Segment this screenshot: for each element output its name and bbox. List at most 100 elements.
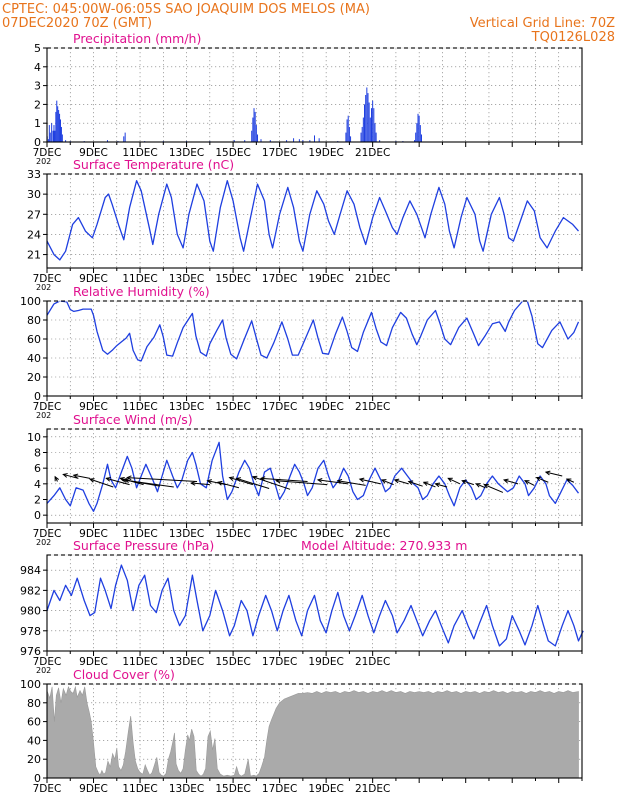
- surface-wind-ytick-label: 10: [27, 431, 41, 444]
- surface-wind-xtick-label: 7DEC: [33, 528, 62, 540]
- wind-arrow-head: [88, 478, 95, 483]
- wind-arrow-head: [126, 475, 132, 481]
- wind-arrow-head: [259, 476, 266, 482]
- relative-humidity-title: Relative Humidity (%): [73, 284, 210, 299]
- relative-humidity-ytick-label: 0: [34, 390, 41, 403]
- precipitation-xtick-label: 7DEC: [33, 147, 62, 159]
- precipitation-bar: [123, 136, 125, 142]
- relative-humidity-ytick-label: 40: [27, 352, 41, 365]
- precipitation-xtick-label: 15DEC: [215, 147, 250, 159]
- precipitation-bar: [372, 100, 374, 142]
- wind-arrow: [217, 481, 240, 489]
- surface-temperature-xtick-label: 13DEC: [169, 273, 204, 285]
- cloud-cover-ytick-label: 60: [27, 716, 41, 729]
- surface-temperature-xtick-label: 9DEC: [79, 273, 108, 285]
- precipitation-xtick-label: 11DEC: [122, 147, 157, 159]
- wind-arrow: [475, 483, 486, 489]
- precipitation-bar: [302, 140, 304, 142]
- surface-wind-ytick-label: 2: [34, 494, 41, 507]
- precipitation-bar: [369, 117, 371, 142]
- wind-arrow: [260, 477, 308, 482]
- wind-arrow: [73, 474, 91, 479]
- precipitation-bar: [233, 140, 235, 142]
- precipitation-panel: [43, 47, 583, 147]
- cloud-cover-title: Cloud Cover (%): [73, 667, 175, 682]
- wind-arrow-head: [475, 483, 481, 488]
- precipitation-title: Precipitation (mm/h): [73, 31, 201, 46]
- surface-pressure-panel: [43, 554, 584, 656]
- wind-arrow: [359, 478, 381, 485]
- precipitation-ytick-label: 0: [34, 136, 41, 149]
- surface-wind-title: Surface Wind (m/s): [73, 412, 193, 427]
- precipitation-bar: [286, 140, 288, 142]
- wind-arrow-head: [216, 480, 223, 486]
- wind-arrow-head: [535, 476, 542, 482]
- wind-arrow-head: [358, 477, 365, 483]
- surface-pressure-xtick-label: 15DEC: [215, 656, 250, 668]
- precipitation-bar: [318, 138, 320, 142]
- wind-arrow: [229, 477, 254, 486]
- precipitation-bar: [253, 108, 255, 142]
- surface-pressure-ytick-label: 982: [20, 584, 41, 597]
- surface-wind-xtick-label: 21DEC: [355, 528, 390, 540]
- wind-arrow-head: [380, 479, 387, 484]
- cloud-cover-xtick-label: 9DEC: [79, 783, 108, 795]
- precipitation-bar: [293, 138, 295, 142]
- relative-humidity-xtick-label: 9DEC: [79, 401, 108, 413]
- surface-pressure-xtick-label: 13DEC: [169, 656, 204, 668]
- wind-arrow: [63, 473, 79, 479]
- wind-arrow: [252, 476, 291, 490]
- precipitation-bar: [346, 119, 348, 142]
- surface-pressure-xtick-label: 19DEC: [308, 656, 343, 668]
- surface-wind-xtick-label: 15DEC: [215, 528, 250, 540]
- relative-humidity-line: [46, 300, 580, 362]
- relative-humidity-xtick-label: 15DEC: [215, 401, 250, 413]
- surface-pressure-ytick-label: 976: [20, 645, 41, 658]
- relative-humidity-ytick-label: 100: [20, 295, 41, 308]
- wind-arrow: [127, 477, 198, 482]
- cloud-cover-ytick-label: 0: [34, 772, 41, 785]
- wind-arrow-head: [105, 477, 111, 482]
- precipitation-bar: [55, 111, 57, 142]
- wind-arrow: [448, 477, 461, 485]
- header-run-date: 07DEC2020 70Z (GMT): [2, 16, 153, 31]
- precipitation-bar: [56, 100, 58, 142]
- wind-arrow: [106, 477, 130, 486]
- surface-temperature-ytick-label: 30: [27, 188, 41, 201]
- precipitation-ytick-label: 1: [34, 117, 41, 130]
- precipitation-bar: [252, 117, 254, 142]
- precipitation-bar: [414, 140, 416, 142]
- surface-wind-ytick-label: 8: [34, 447, 41, 460]
- surface-wind-year-label: 202: [36, 538, 51, 547]
- surface-temperature-xtick-label: 21DEC: [355, 273, 390, 285]
- wind-arrow-head: [565, 478, 572, 483]
- surface-temperature-year-label: 202: [36, 283, 51, 292]
- chart-header: CPTEC: 045:00W-06:05S SAO JOAQUIM DOS ME…: [0, 0, 618, 48]
- precipitation-bar: [54, 130, 56, 142]
- surface-pressure-frame: [46, 554, 583, 652]
- surface-wind-ytick-label: 4: [34, 478, 41, 491]
- surface-pressure-line: [46, 564, 584, 647]
- surface-temperature-xtick-label: 15DEC: [215, 273, 250, 285]
- precipitation-bar: [361, 126, 363, 142]
- relative-humidity-xtick-label: 11DEC: [122, 401, 157, 413]
- wind-arrow-head: [72, 473, 79, 479]
- wind-arrow-head: [228, 476, 235, 481]
- surface-pressure-xtick-label: 11DEC: [122, 656, 157, 668]
- wind-arrow-head: [422, 481, 429, 486]
- precipitation-bar: [52, 130, 54, 142]
- precipitation-bar: [61, 134, 63, 142]
- surface-wind-frame: [46, 428, 583, 524]
- precipitation-xtick-label: 19DEC: [308, 147, 343, 159]
- cloud-cover-ytick-label: 80: [27, 697, 41, 710]
- wind-arrow: [394, 479, 409, 485]
- precipitation-bar: [65, 140, 67, 142]
- precipitation-bar: [373, 108, 375, 142]
- wind-arrow-head: [393, 478, 400, 484]
- wind-arrow: [536, 477, 549, 483]
- cloud-cover-ytick-label: 40: [27, 734, 41, 747]
- precipitation-bar: [417, 113, 419, 142]
- precipitation-bar: [48, 125, 50, 142]
- cloud-cover-xtick-label: 21DEC: [355, 783, 390, 795]
- precipitation-bar: [374, 123, 376, 142]
